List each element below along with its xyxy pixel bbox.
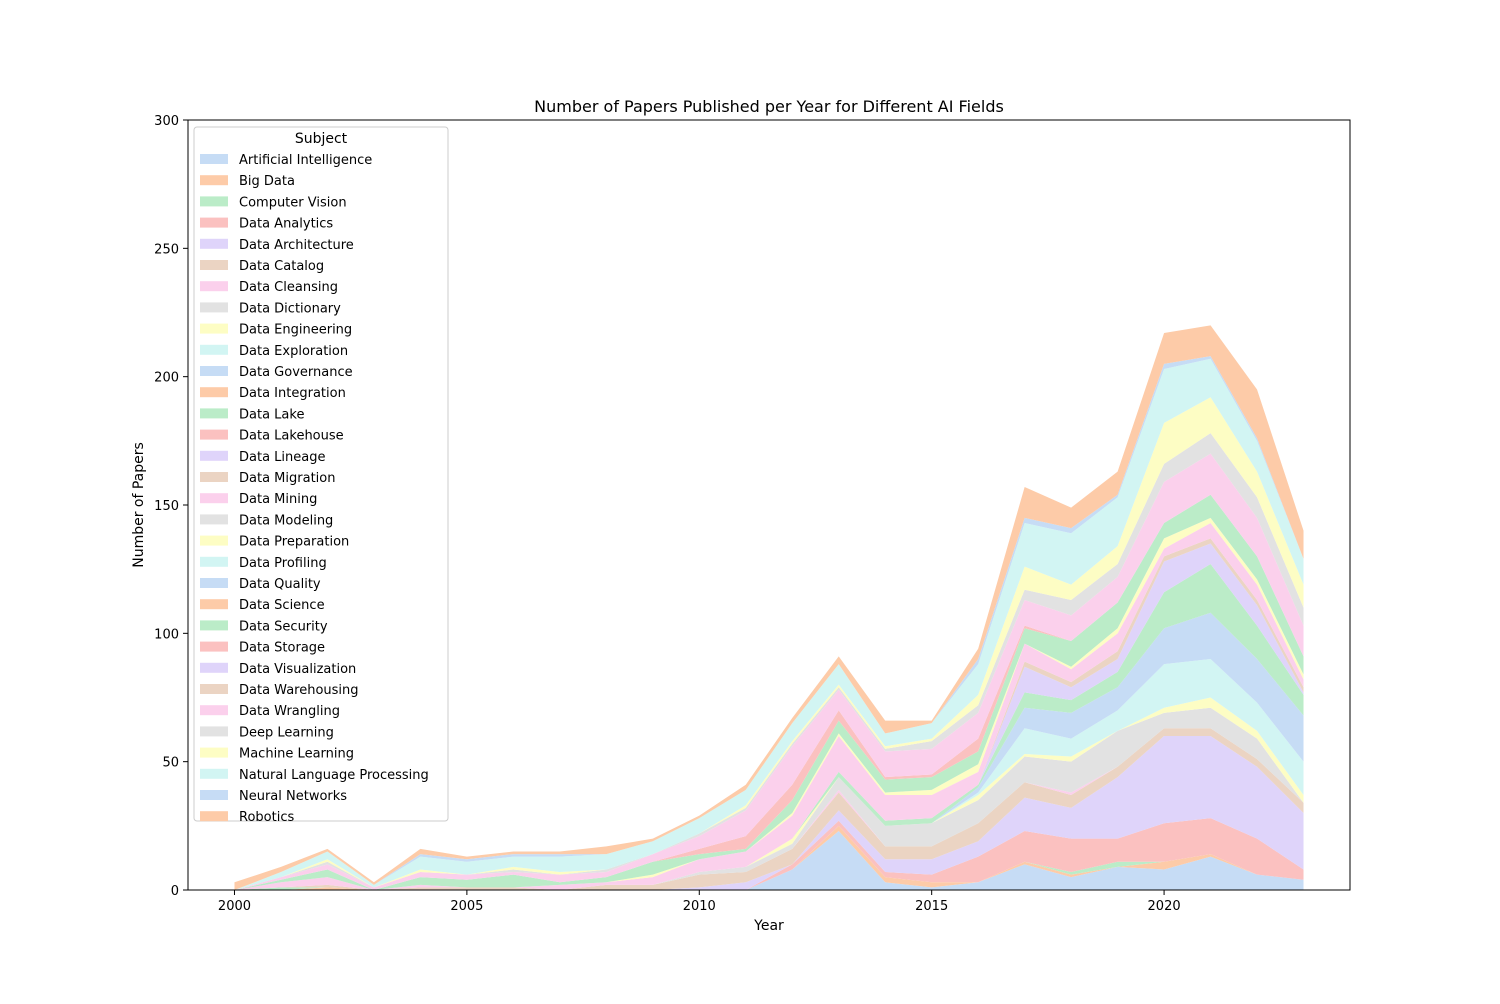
legend: Subject Artificial Intelligence Big Data C…: [193, 126, 449, 825]
y-tick-label: 50: [162, 756, 179, 771]
y-axis-label: Number of Papers: [131, 442, 147, 568]
legend-swatch: [200, 514, 228, 525]
area-data-lake: [234, 564, 1304, 890]
legend-label: Data Warehousing: [239, 683, 359, 698]
legend-swatch: [200, 344, 228, 355]
area-data-storage: [234, 494, 1304, 890]
area-data-dictionary: [234, 707, 1304, 890]
legend-label: Data Architecture: [239, 238, 354, 253]
legend-swatch: [200, 535, 228, 546]
y-tick-label: 300: [154, 114, 179, 129]
legend-swatch: [200, 768, 228, 779]
legend-swatch: [200, 154, 228, 164]
y-tick-label: 250: [154, 242, 179, 257]
legend-swatch: [200, 662, 228, 673]
legend-swatch: [200, 641, 228, 652]
legend-label: Data Lakehouse: [239, 429, 344, 444]
legend-label: Data Dictionary: [239, 301, 341, 316]
legend-label: Data Integration: [239, 386, 346, 401]
legend-label: Robotics: [239, 810, 294, 825]
area-data-analytics: [234, 818, 1304, 890]
legend-label: Deep Learning: [239, 725, 334, 740]
legend-swatch: [200, 493, 228, 504]
legend-swatch: [200, 620, 228, 631]
legend-swatch: [200, 472, 228, 482]
legend-label: Data Migration: [239, 471, 335, 486]
legend-label: Data Storage: [239, 641, 325, 656]
area-artificial-intelligence: [234, 830, 1304, 890]
legend-swatch: [200, 175, 228, 186]
legend-label: Big Data: [239, 174, 295, 189]
legend-label: Data Preparation: [239, 535, 349, 550]
area-layers: [234, 325, 1304, 891]
x-tick-label: 2000: [218, 899, 251, 914]
legend-label: Data Security: [239, 619, 328, 634]
legend-swatch: [200, 599, 228, 610]
area-data-governance: [234, 612, 1304, 890]
legend-label: Machine Learning: [239, 747, 354, 762]
y-tick-label: 150: [154, 499, 179, 514]
legend-swatch: [200, 196, 228, 207]
legend-title: Subject: [295, 131, 348, 147]
chart-title: Number of Papers Published per Year for …: [534, 97, 1004, 116]
legend-swatch: [200, 366, 228, 376]
legend-swatch: [200, 790, 228, 800]
legend-label: Natural Language Processing: [239, 768, 429, 783]
legend-label: Data Profiling: [239, 556, 327, 571]
legend-label: Data Quality: [239, 577, 321, 592]
x-tick-label: 2010: [683, 899, 716, 914]
legend-swatch: [200, 387, 228, 398]
legend-label: Computer Vision: [239, 195, 347, 210]
area-data-architecture: [234, 736, 1304, 890]
x-tick-label: 2005: [450, 899, 483, 914]
legend-label: Data Exploration: [239, 344, 348, 359]
legend-swatch: [200, 747, 228, 758]
y-tick-label: 100: [154, 627, 179, 642]
legend-box: [193, 126, 449, 822]
x-axis: 2000 2005 2010 2015 2020: [218, 890, 1181, 914]
legend-swatch: [200, 302, 228, 313]
y-tick-label: 0: [171, 884, 179, 899]
x-tick-label: 2015: [915, 899, 948, 914]
legend-swatch: [200, 726, 228, 737]
legend-swatch: [200, 429, 228, 440]
y-tick-label: 200: [154, 371, 179, 386]
x-tick-label: 2020: [1148, 899, 1181, 914]
legend-swatch: [200, 684, 228, 694]
legend-swatch: [200, 217, 228, 228]
legend-label: Data Catalog: [239, 259, 324, 274]
legend-label: Data Science: [239, 598, 325, 613]
legend-label: Neural Networks: [239, 789, 347, 804]
legend-label: Data Lake: [239, 407, 304, 422]
legend-label: Data Lineage: [239, 450, 325, 465]
legend-swatch: [200, 323, 228, 334]
legend-swatch: [200, 578, 228, 588]
legend-label: Data Engineering: [239, 323, 352, 338]
area-data-exploration: [234, 659, 1304, 890]
legend-swatch: [200, 450, 228, 461]
legend-label: Data Wrangling: [239, 704, 340, 719]
legend-label: Data Analytics: [239, 217, 333, 232]
legend-label: Data Visualization: [239, 662, 356, 677]
legend-swatch: [200, 705, 228, 716]
legend-swatch: [200, 811, 228, 822]
legend-swatch: [200, 408, 228, 419]
legend-label: Artificial Intelligence: [239, 153, 372, 168]
legend-swatch: [200, 281, 228, 292]
legend-swatch: [200, 238, 228, 249]
legend-label: Data Mining: [239, 492, 317, 507]
legend-items: Artificial Intelligence Big Data Computer …: [200, 153, 429, 825]
legend-label: Data Governance: [239, 365, 353, 380]
y-axis: 0 50 100 150 200 250 300: [154, 114, 188, 899]
x-axis-label: Year: [753, 918, 784, 934]
legend-label: Data Modeling: [239, 513, 333, 528]
legend-swatch: [200, 260, 228, 270]
legend-label: Data Cleansing: [239, 280, 338, 295]
legend-swatch: [200, 556, 228, 567]
area-data-wrangling: [234, 453, 1304, 890]
